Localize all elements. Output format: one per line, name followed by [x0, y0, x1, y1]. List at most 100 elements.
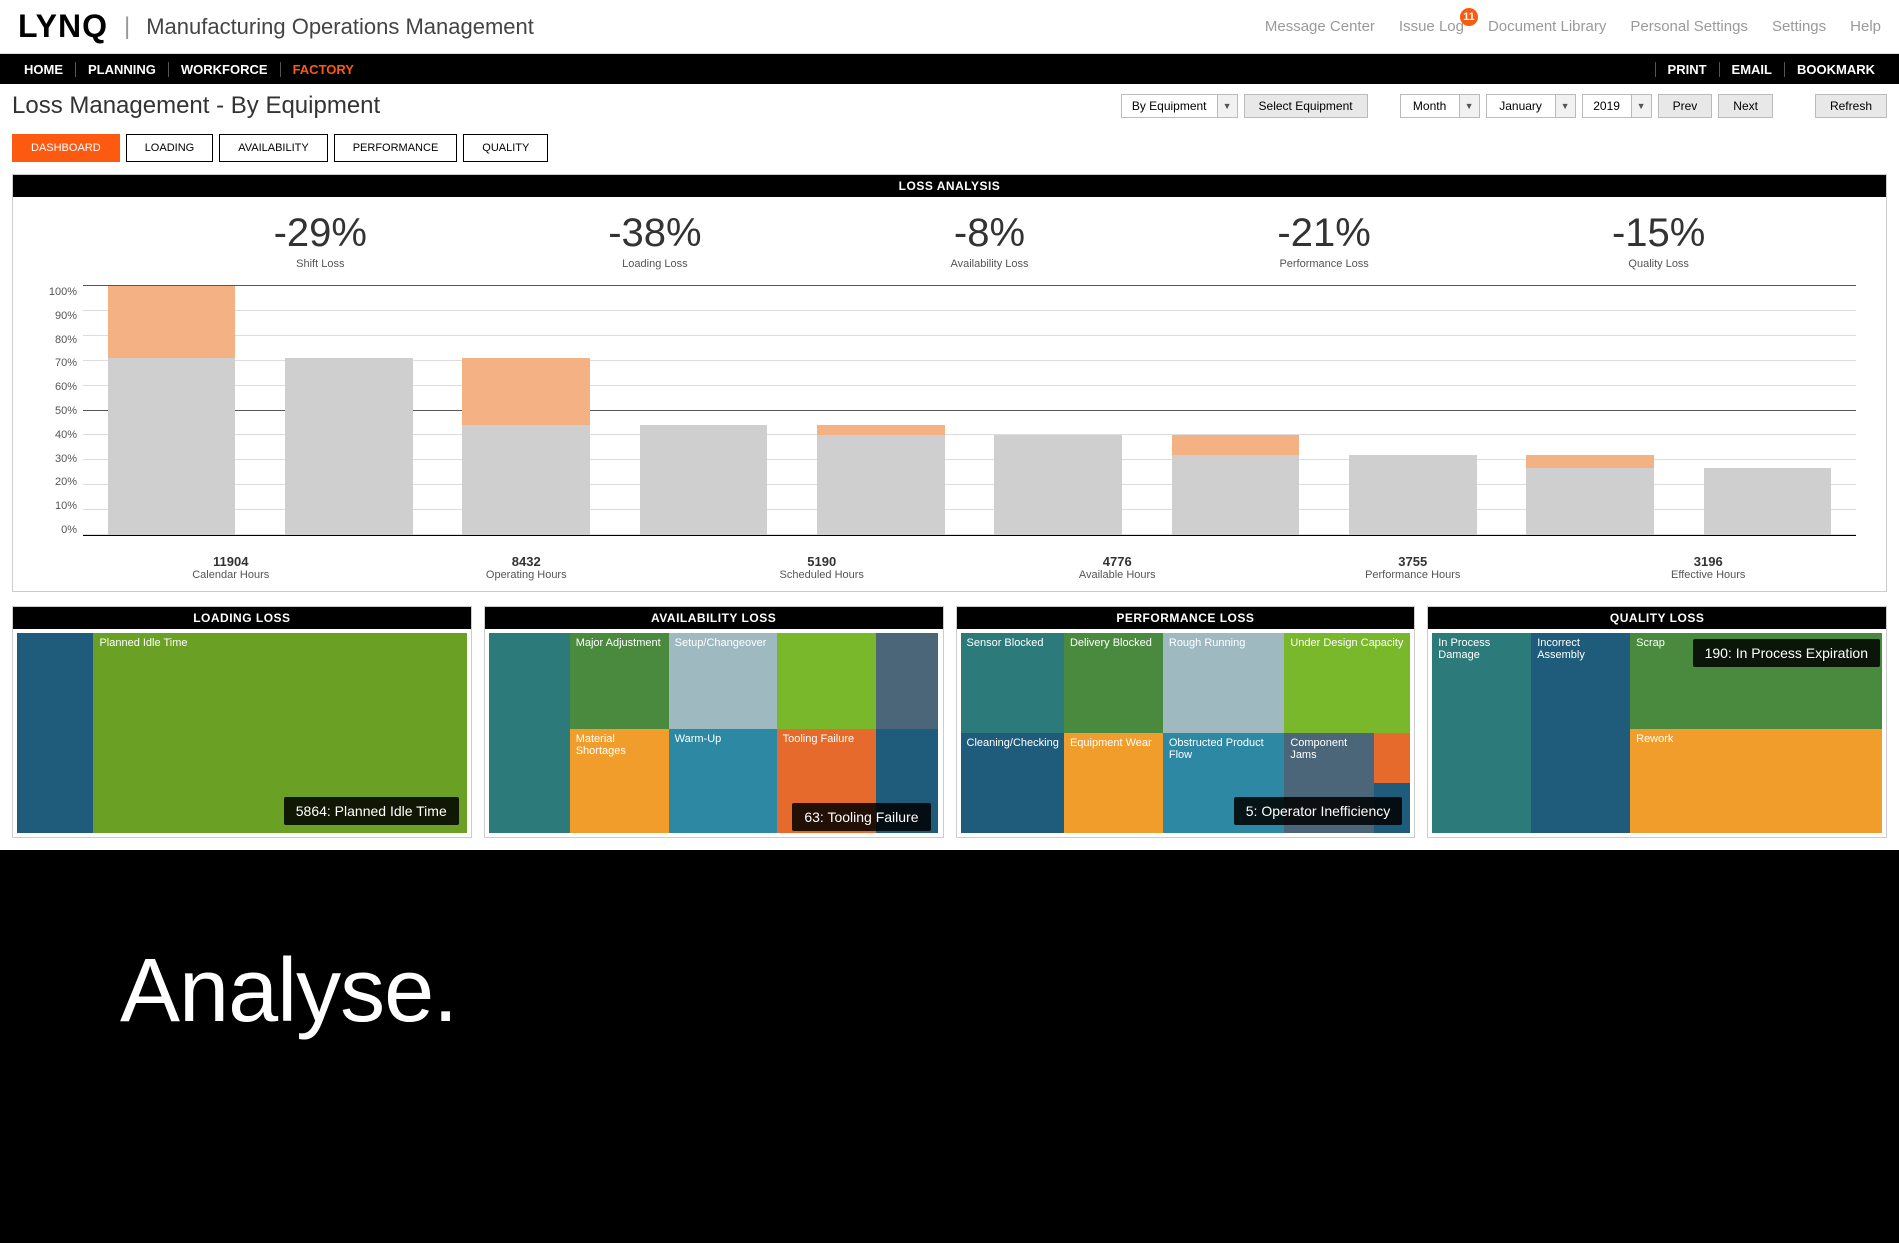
- treemap-cell[interactable]: Cleaning/Checking: [961, 733, 1064, 833]
- year-value: 2019: [1582, 94, 1632, 118]
- bar-column: [285, 286, 413, 535]
- treemap-tooltip: 5864: Planned Idle Time: [284, 797, 459, 825]
- x-axis: 11904Calendar Hours8432Operating Hours51…: [13, 546, 1886, 581]
- navbar-link[interactable]: FACTORY: [281, 62, 366, 77]
- period-select[interactable]: Month ▼: [1400, 94, 1480, 118]
- treemap-cell[interactable]: Rework: [1630, 729, 1882, 833]
- group-by-select[interactable]: By Equipment ▼: [1121, 94, 1238, 118]
- page-title: Loss Management - By Equipment: [12, 92, 380, 120]
- metric: -8% Availability Loss: [822, 211, 1157, 270]
- navbar-link[interactable]: WORKFORCE: [169, 62, 281, 77]
- tab-performance[interactable]: PERFORMANCE: [334, 134, 458, 162]
- metric-value: -8%: [822, 211, 1157, 256]
- select-equipment-button[interactable]: Select Equipment: [1244, 94, 1368, 118]
- chevron-down-icon: ▼: [1556, 94, 1576, 118]
- metric: -15% Quality Loss: [1491, 211, 1826, 270]
- top-nav: Message Center Issue Log11 Document Librar…: [1265, 18, 1881, 35]
- treemap-tooltip: 5: Operator Inefficiency: [1234, 797, 1402, 825]
- chevron-down-icon: ▼: [1218, 94, 1238, 118]
- topnav-link[interactable]: Message Center: [1265, 18, 1375, 35]
- y-tick-label: 100%: [49, 286, 77, 298]
- treemap-body: Major AdjustmentMaterial ShortagesSetup/…: [489, 633, 939, 833]
- tab-availability[interactable]: AVAILABILITY: [219, 134, 328, 162]
- topnav-link[interactable]: Help: [1850, 18, 1881, 35]
- topbar: LYNQ | Manufacturing Operations Manageme…: [0, 0, 1899, 54]
- metric: -29% Shift Loss: [153, 211, 488, 270]
- prev-button[interactable]: Prev: [1658, 94, 1713, 118]
- treemap-cell[interactable]: Delivery Blocked: [1064, 633, 1163, 733]
- treemap-panel: AVAILABILITY LOSS Major AdjustmentMateria…: [484, 606, 944, 838]
- treemap-cell[interactable]: In Process Damage: [1432, 633, 1531, 833]
- treemap-cell[interactable]: Rough Running: [1163, 633, 1284, 733]
- topnav-link[interactable]: Issue Log11: [1399, 18, 1464, 35]
- navbar: HOMEPLANNINGWORKFORCEFACTORY PRINTEMAILB…: [0, 54, 1899, 84]
- tab-quality[interactable]: QUALITY: [463, 134, 548, 162]
- treemap-cell[interactable]: [489, 633, 570, 833]
- treemap-cell[interactable]: Sensor Blocked: [961, 633, 1064, 733]
- y-tick-label: 60%: [55, 381, 77, 393]
- treemap-cell[interactable]: Incorrect Assembly: [1531, 633, 1630, 833]
- y-tick-label: 70%: [55, 357, 77, 369]
- treemap-cell[interactable]: Equipment Wear: [1064, 733, 1163, 833]
- chevron-down-icon: ▼: [1632, 94, 1652, 118]
- bar-column: [640, 286, 768, 535]
- bar-column: [462, 286, 590, 535]
- panel-title: AVAILABILITY LOSS: [485, 607, 943, 629]
- period-value: Month: [1400, 94, 1460, 118]
- x-label: 4776Available Hours: [970, 554, 1266, 581]
- topnav-link[interactable]: Document Library: [1488, 18, 1606, 35]
- metric-label: Performance Loss: [1157, 258, 1492, 270]
- waterfall-chart: 100%90%80%70%60%50%40%30%20%10%0%: [13, 280, 1886, 546]
- chevron-down-icon: ▼: [1460, 94, 1480, 118]
- tab-dashboard[interactable]: DASHBOARD: [12, 134, 120, 162]
- navbar-action[interactable]: BOOKMARK: [1784, 62, 1887, 77]
- treemap-cell[interactable]: [17, 633, 93, 833]
- treemap-cell[interactable]: Warm-Up: [669, 729, 777, 833]
- month-select[interactable]: January ▼: [1486, 94, 1576, 118]
- navbar-action[interactable]: EMAIL: [1719, 62, 1784, 77]
- year-select[interactable]: 2019 ▼: [1582, 94, 1652, 118]
- notification-badge: 11: [1460, 8, 1478, 26]
- metric-label: Loading Loss: [488, 258, 823, 270]
- treemap-cell[interactable]: [876, 633, 939, 729]
- topnav-link[interactable]: Personal Settings: [1630, 18, 1748, 35]
- y-tick-label: 20%: [55, 476, 77, 488]
- treemap-cell[interactable]: [777, 633, 876, 729]
- metric-label: Shift Loss: [153, 258, 488, 270]
- next-button[interactable]: Next: [1718, 94, 1773, 118]
- navbar-link[interactable]: PLANNING: [76, 62, 169, 77]
- treemap-body: In Process DamageIncorrect AssemblyScrap…: [1432, 633, 1882, 833]
- treemap-cell[interactable]: Under Design Capacity: [1284, 633, 1410, 733]
- navbar-action[interactable]: PRINT: [1655, 62, 1719, 77]
- topnav-link[interactable]: Settings: [1772, 18, 1826, 35]
- metric-label: Quality Loss: [1491, 258, 1826, 270]
- navbar-link[interactable]: HOME: [12, 62, 76, 77]
- treemap-row: LOADING LOSSPlanned Idle Time5864: Plann…: [12, 606, 1887, 838]
- treemap-panel: QUALITY LOSSIn Process DamageIncorrect A…: [1427, 606, 1887, 838]
- metric-value: -29%: [153, 211, 488, 256]
- treemap-cell[interactable]: Material Shortages: [570, 729, 669, 833]
- y-tick-label: 50%: [55, 405, 77, 417]
- treemap-tooltip: 190: In Process Expiration: [1693, 639, 1880, 667]
- metric-label: Availability Loss: [822, 258, 1157, 270]
- treemap-cell[interactable]: [1374, 733, 1410, 783]
- refresh-button[interactable]: Refresh: [1815, 94, 1887, 118]
- y-tick-label: 90%: [55, 310, 77, 322]
- treemap-body: Sensor BlockedCleaning/CheckingDelivery …: [961, 633, 1411, 833]
- x-label: 5190Scheduled Hours: [674, 554, 970, 581]
- month-value: January: [1486, 94, 1556, 118]
- metrics-row: -29% Shift Loss-38% Loading Loss-8% Avai…: [13, 197, 1886, 280]
- loss-analysis-panel: LOSS ANALYSIS -29% Shift Loss-38% Loadin…: [12, 174, 1887, 592]
- metric: -21% Performance Loss: [1157, 211, 1492, 270]
- navbar-right: PRINTEMAILBOOKMARK: [1655, 62, 1887, 77]
- tab-loading[interactable]: LOADING: [126, 134, 214, 162]
- treemap-cell[interactable]: Setup/Changeover: [669, 633, 777, 729]
- x-label: 3755Performance Hours: [1265, 554, 1561, 581]
- filters: By Equipment ▼ Select Equipment Month ▼ …: [1121, 94, 1887, 118]
- panel-title: PERFORMANCE LOSS: [957, 607, 1415, 629]
- metric-value: -15%: [1491, 211, 1826, 256]
- tabs: DASHBOARDLOADINGAVAILABILITYPERFORMANCEQ…: [0, 128, 1899, 174]
- navbar-left: HOMEPLANNINGWORKFORCEFACTORY: [12, 62, 366, 77]
- treemap-cell[interactable]: Major Adjustment: [570, 633, 669, 729]
- bar-column: [817, 286, 945, 535]
